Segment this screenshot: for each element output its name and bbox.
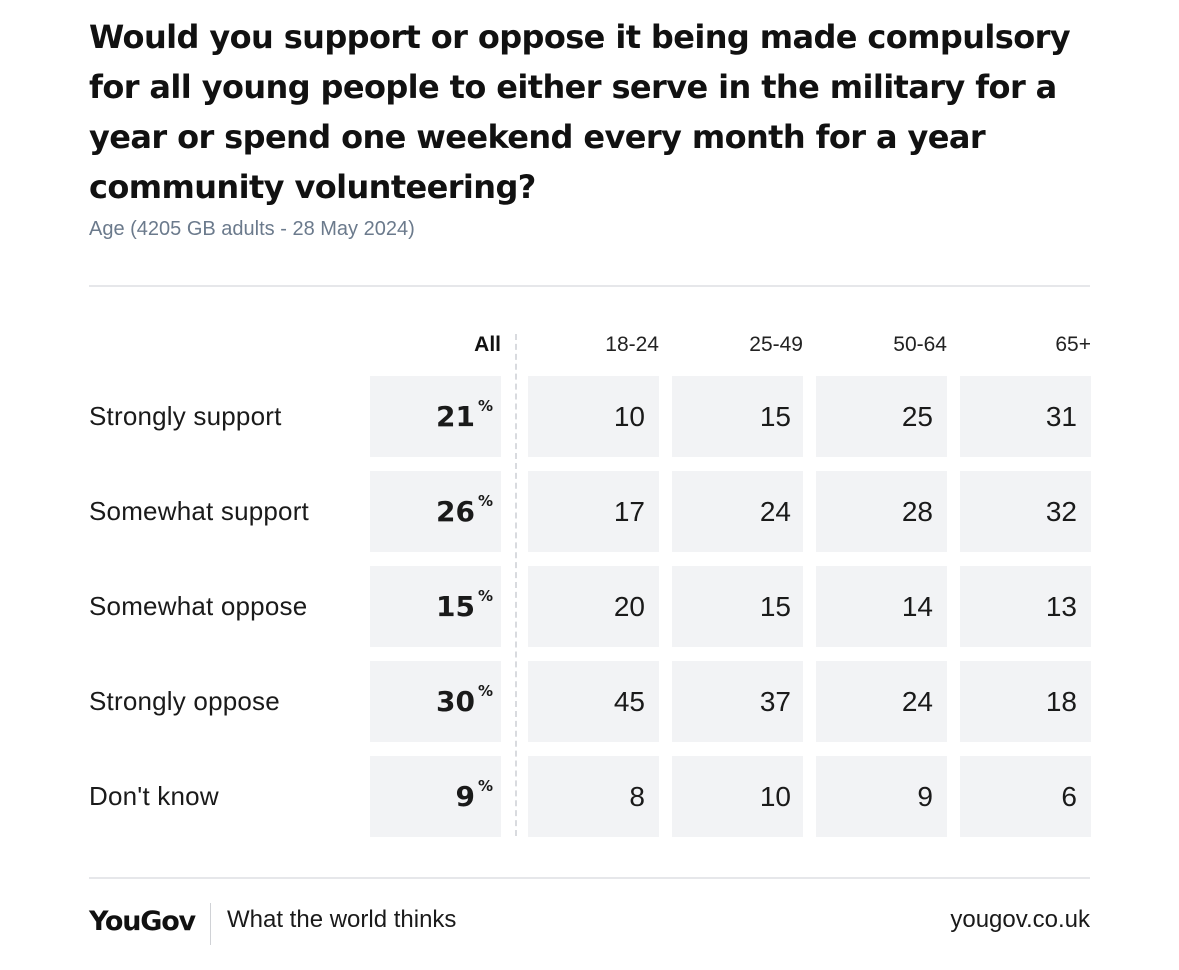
age-value-cell: 25 xyxy=(816,376,947,457)
age-value-cell: 32 xyxy=(960,471,1091,552)
column-header-65-: 65+ xyxy=(1055,333,1091,356)
row-label: Strongly oppose xyxy=(89,686,280,716)
age-value-cell: 31 xyxy=(960,376,1091,457)
all-value-cell: 26% xyxy=(370,471,501,552)
bottom-divider xyxy=(89,877,1090,879)
age-value-cell: 10 xyxy=(528,376,659,457)
yougov-logo: YouGov xyxy=(89,906,196,937)
value-label: 28 xyxy=(901,496,933,527)
value-label: 6 xyxy=(1061,781,1077,812)
age-value-cell: 8 xyxy=(528,756,659,837)
age-value-cell: 15 xyxy=(672,566,803,647)
age-value-cell: 18 xyxy=(960,661,1091,742)
value-label: 17 xyxy=(613,496,645,527)
percent-symbol: % xyxy=(477,682,493,700)
age-value-cell: 20 xyxy=(528,566,659,647)
age-value-cell: 28 xyxy=(816,471,947,552)
column-header-25-49: 25-49 xyxy=(749,333,803,356)
row-label: Strongly support xyxy=(89,401,282,431)
value-label: 15 xyxy=(436,590,475,623)
age-value-cell: 24 xyxy=(816,661,947,742)
value-label: 24 xyxy=(759,496,791,527)
value-label: 20 xyxy=(613,591,645,622)
percent-symbol: % xyxy=(477,587,493,605)
value-label: 37 xyxy=(759,686,791,717)
percent-symbol: % xyxy=(477,492,493,510)
row-label: Don't know xyxy=(89,781,219,811)
all-column-divider xyxy=(515,334,517,836)
row-label: Somewhat support xyxy=(89,496,309,526)
age-value-cell: 10 xyxy=(672,756,803,837)
age-value-cell: 14 xyxy=(816,566,947,647)
value-label: 45 xyxy=(613,686,645,717)
value-label: 8 xyxy=(629,781,645,812)
value-label: 15 xyxy=(759,591,791,622)
all-value-cell: 21% xyxy=(370,376,501,457)
percent-symbol: % xyxy=(477,397,493,415)
all-value-cell: 15% xyxy=(370,566,501,647)
value-label: 25 xyxy=(901,401,933,432)
value-label: 18 xyxy=(1045,686,1077,717)
age-value-cell: 6 xyxy=(960,756,1091,837)
value-label: 10 xyxy=(759,781,791,812)
value-label: 9 xyxy=(455,780,475,813)
column-header-18-24: 18-24 xyxy=(605,333,659,356)
value-label: 13 xyxy=(1045,591,1077,622)
value-label: 10 xyxy=(613,401,645,432)
value-label: 24 xyxy=(901,686,933,717)
all-value-cell: 9% xyxy=(370,756,501,837)
value-label: 15 xyxy=(759,401,791,432)
row-label: Somewhat oppose xyxy=(89,591,308,621)
all-value-cell: 30% xyxy=(370,661,501,742)
age-value-cell: 9 xyxy=(816,756,947,837)
chart-title: Would you support or oppose it being mad… xyxy=(89,18,1071,206)
age-value-cell: 13 xyxy=(960,566,1091,647)
column-header-all: All xyxy=(474,333,501,356)
age-value-cell: 15 xyxy=(672,376,803,457)
age-value-cell: 17 xyxy=(528,471,659,552)
value-label: 30 xyxy=(436,685,475,718)
chart-subtitle: Age (4205 GB adults - 28 May 2024) xyxy=(89,218,415,240)
footer-tagline: What the world thinks xyxy=(227,906,457,933)
age-value-cell: 45 xyxy=(528,661,659,742)
footer-url: yougov.co.uk xyxy=(950,906,1090,933)
percent-symbol: % xyxy=(477,777,493,795)
age-value-cell: 37 xyxy=(672,661,803,742)
column-header-50-64: 50-64 xyxy=(893,333,947,356)
age-value-cell: 24 xyxy=(672,471,803,552)
value-label: 32 xyxy=(1045,496,1077,527)
value-label: 31 xyxy=(1045,401,1077,432)
top-divider xyxy=(89,285,1090,287)
value-label: 21 xyxy=(436,400,475,433)
footer-separator xyxy=(210,903,211,945)
value-label: 26 xyxy=(436,495,475,528)
value-label: 14 xyxy=(901,591,933,622)
value-label: 9 xyxy=(917,781,933,812)
